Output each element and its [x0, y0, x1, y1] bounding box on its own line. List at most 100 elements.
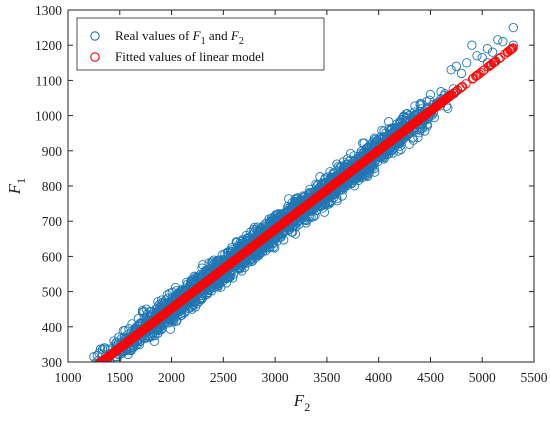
x-tick-label: 2500 — [210, 370, 237, 385]
real-value-point — [414, 125, 424, 135]
real-value-point — [167, 292, 178, 302]
real-value-point — [284, 194, 294, 204]
real-value-point — [318, 203, 328, 213]
x-tick-label: 2000 — [158, 370, 185, 385]
real-value-point — [472, 51, 482, 61]
real-value-point — [196, 294, 207, 305]
y-tick-label: 400 — [42, 320, 63, 335]
real-value-point — [95, 344, 106, 354]
real-value-point — [415, 100, 425, 110]
fitted-value-point — [90, 364, 98, 372]
real-value-point — [268, 242, 279, 252]
fitted-value-point — [94, 361, 97, 362]
real-value-point — [99, 343, 109, 353]
real-value-point — [187, 274, 198, 285]
real-value-point — [311, 179, 321, 189]
x-tick-label: 4000 — [365, 370, 392, 385]
fitted-value-point — [505, 45, 515, 56]
real-value-point — [142, 309, 152, 319]
real-value-point — [208, 257, 218, 267]
real-value-point — [319, 175, 330, 185]
real-value-point — [289, 221, 299, 231]
real-value-point — [346, 148, 356, 159]
real-value-point — [221, 278, 232, 288]
real-value-point — [456, 68, 467, 79]
legend-label-fitted: Fitted values of linear model — [115, 49, 265, 64]
real-value-point — [94, 348, 104, 358]
real-value-point — [213, 279, 224, 289]
real-value-point — [498, 37, 508, 47]
fitted-value-point — [91, 363, 99, 371]
fitted-value-point — [506, 44, 517, 54]
real-value-point — [315, 201, 325, 212]
real-value-point — [388, 148, 398, 158]
y-tick-label: 600 — [42, 249, 63, 264]
fitted-value-point — [476, 67, 486, 78]
fitted-value-point — [507, 43, 517, 54]
real-value-point — [359, 138, 369, 148]
real-value-point — [402, 108, 413, 119]
real-value-point — [353, 172, 363, 182]
real-value-point — [477, 52, 487, 63]
x-tick-label: 5500 — [521, 370, 548, 385]
x-tick-label: 5000 — [469, 370, 496, 385]
real-value-point — [422, 121, 432, 131]
x-tick-label: 1000 — [55, 370, 82, 385]
y-tick-label: 1100 — [36, 73, 63, 88]
real-value-point — [446, 65, 456, 75]
y-tick-label: 300 — [42, 355, 63, 370]
fitted-value-point — [93, 361, 99, 362]
y-axis: 300 400 500 600 700 800 900 1000 1100 1200 1300 — [35, 3, 534, 370]
legend-box — [76, 17, 325, 71]
real-value-point — [424, 95, 435, 105]
real-value-point — [155, 325, 165, 335]
real-value-point — [113, 359, 122, 362]
y-tick-label: 1000 — [35, 109, 62, 124]
y-tick-label: 800 — [42, 179, 63, 194]
fitted-value-point — [472, 70, 483, 80]
real-value-point — [93, 363, 101, 371]
fitted-value-point — [505, 45, 516, 55]
x-tick-label: 3500 — [313, 370, 340, 385]
real-value-point — [223, 248, 233, 258]
real-value-point — [232, 237, 242, 247]
real-value-point — [451, 61, 461, 71]
real-value-point — [93, 378, 101, 386]
real-value-point — [436, 87, 446, 97]
real-value-point — [247, 256, 258, 266]
real-value-point — [228, 273, 238, 283]
real-value-point — [92, 373, 100, 381]
real-value-point — [97, 363, 105, 371]
y-tick-label: 700 — [42, 214, 63, 229]
real-value-point — [182, 277, 192, 287]
real-value-point — [137, 307, 148, 317]
fitted-value-point — [488, 58, 498, 68]
real-value-point — [482, 44, 493, 54]
real-value-point — [397, 114, 407, 124]
real-value-point — [106, 361, 112, 362]
real-value-point — [328, 169, 338, 180]
x-tick-label: 1500 — [106, 370, 133, 385]
real-value-point — [341, 159, 351, 170]
x-axis-label: F2 — [293, 391, 310, 414]
legend-marker-fitted — [90, 52, 100, 62]
real-value-point — [109, 336, 119, 346]
legend-label-real: Real values of F1 and F2 — [115, 28, 244, 47]
real-value-point — [96, 369, 104, 377]
real-value-point — [462, 58, 472, 68]
y-tick-label: 900 — [42, 144, 63, 159]
x-tick-label: 4500 — [417, 370, 444, 385]
legend: Real values of F1 and F2 Fitted values o… — [76, 17, 325, 71]
fitted-value-point — [455, 83, 465, 93]
real-value-point — [414, 128, 424, 138]
real-value-point — [362, 164, 373, 174]
legend-marker-real — [90, 31, 100, 41]
fitted-value-point — [457, 81, 468, 92]
real-value-point — [90, 363, 98, 371]
real-value-point — [508, 22, 518, 33]
fitted-values-series — [90, 43, 518, 372]
real-value-point — [384, 116, 394, 127]
y-tick-label: 500 — [42, 285, 63, 300]
real-value-point — [165, 324, 176, 334]
